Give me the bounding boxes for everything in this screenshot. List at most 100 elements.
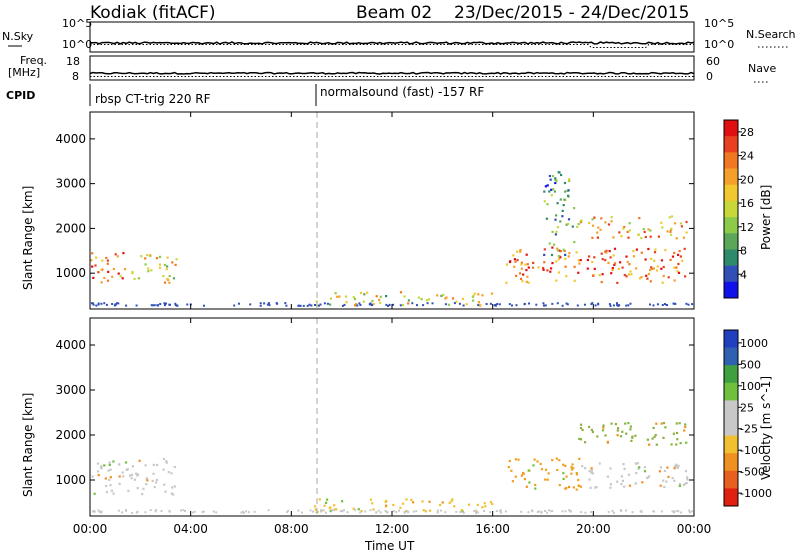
range-gate-cell [588,470,590,472]
range-gate-cell [607,262,609,264]
range-gate-cell [555,231,557,233]
range-gate-cell [107,260,109,262]
range-gate-cell [129,475,131,477]
range-gate-cell [393,510,395,512]
range-gate-cell [673,480,675,482]
range-gate-cell [672,256,674,258]
range-gate-cell [612,269,614,271]
range-gate-cell [651,268,653,270]
range-gate-cell [111,303,113,305]
range-gate-cell [164,264,166,266]
range-gate-cell [660,466,662,468]
range-gate-cell [628,474,630,476]
range-gate-cell [580,424,582,426]
range-gate-cell [543,305,545,307]
range-gate-cell [371,502,373,504]
range-gate-cell [625,305,627,307]
range-gate-cell [380,511,382,513]
range-gate-cell [662,480,664,482]
range-gate-cell [119,483,121,485]
ytick-label: 1000 [55,473,86,487]
range-gate-cell [630,440,632,442]
xtick-label: 00:00 [73,522,108,536]
date-range: 23/Dec/2015 - 24/Dec/2015 [454,3,689,23]
range-gate-cell [407,302,409,304]
beam-label: Beam 02 [356,3,432,23]
colorbar-tick-label: 500 [740,358,761,371]
range-gate-cell [145,263,147,265]
range-gate-cell [378,299,380,301]
range-gate-cell [644,466,646,468]
range-gate-cell [584,441,586,443]
range-gate-cell [568,218,570,220]
range-gate-cell [664,249,666,251]
range-gate-cell [356,305,358,307]
range-gate-cell [551,247,553,249]
range-gate-cell [544,200,546,202]
range-gate-cell [558,271,560,273]
range-gate-cell [527,511,529,513]
range-gate-cell [541,468,543,470]
range-gate-cell [559,484,561,486]
nave-tick-top: 60 [706,55,720,68]
range-gate-cell [106,491,108,493]
range-gate-cell [509,460,511,462]
range-gate-cell [122,471,124,473]
range-gate-cell [635,472,637,474]
range-gate-cell [546,218,548,220]
range-gate-cell [653,427,655,429]
range-gate-cell [641,481,643,483]
colorbar-tick-label: 4 [740,268,747,281]
range-gate-cell [650,280,652,282]
range-gate-cell [570,473,572,475]
ytick-label: 2000 [55,221,86,235]
range-gate-cell [134,479,136,481]
range-gate-cell [159,303,161,305]
range-gate-cell [588,478,590,480]
range-gate-cell [614,262,616,264]
range-gate-cell [112,493,114,495]
range-gate-cell [564,191,566,193]
range-gate-cell [387,305,389,307]
range-gate-cell [647,248,649,250]
nsky-label: N.Sky [2,30,34,43]
range-gate-cell [609,303,611,305]
ytick-label: 1000 [55,266,86,280]
range-gate-cell [545,469,547,471]
range-gate-cell [610,305,612,307]
ytick-label: 4000 [55,338,86,352]
xtick-label: 04:00 [173,522,208,536]
range-gate-cell [633,255,635,257]
range-gate-cell [150,269,152,271]
range-gate-cell [683,484,685,486]
range-gate-cell [514,258,516,260]
range-gate-cell [512,480,514,482]
range-gate-cell [172,493,174,495]
range-gate-cell [679,422,681,424]
range-gate-cell [602,429,604,431]
range-gate-cell [524,264,526,266]
range-gate-cell [684,275,686,277]
range-gate-cell [590,511,592,513]
range-gate-cell [677,465,679,467]
range-gate-cell [538,266,540,268]
range-gate-cell [372,508,374,510]
colorbar-swatch [724,418,738,436]
range-gate-cell [563,199,565,201]
range-gate-cell [620,510,622,512]
range-gate-cell [550,189,552,191]
range-gate-cell [97,470,99,472]
range-gate-cell [147,267,149,269]
range-gate-cell [474,293,476,295]
range-gate-cell [632,250,634,252]
range-gate-cell [154,304,156,306]
range-gate-cell [580,259,582,261]
range-gate-cell [627,304,629,306]
range-gate-cell [552,231,554,233]
range-gate-cell [111,490,113,492]
range-gate-cell [681,225,683,227]
range-gate-cell [657,265,659,267]
colorbar-swatch [724,471,738,489]
range-gate-cell [691,510,693,512]
range-gate-cell [680,512,682,514]
